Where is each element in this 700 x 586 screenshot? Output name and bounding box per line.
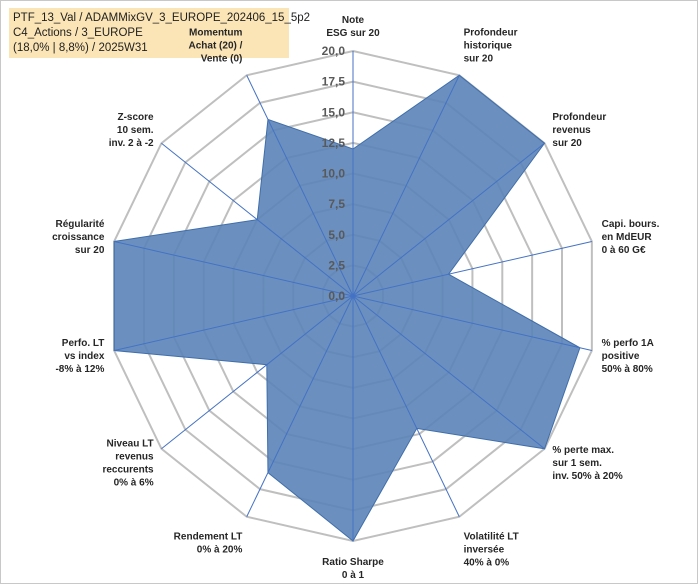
title-line-3: (18,0% | 8,8%) / 2025W31 [13,42,148,54]
category-label: sur 20 [552,138,582,149]
category-label: inv. 2 à -2 [109,138,154,149]
category-label: revenus [552,125,591,136]
tick-label: 0,0 [328,289,345,303]
category-label: Vente (0) [201,53,243,64]
tick-label: 20,0 [322,44,346,58]
category-label: 0 à 60 G€ [602,245,646,256]
tick-label: 15,0 [322,105,346,119]
category-label: 50% à 80% [602,364,653,375]
category-label: -8% à 12% [55,364,104,375]
axis-spoke [246,75,354,297]
category-label: Note [342,15,365,26]
axis-spoke [114,295,354,352]
category-label: Perfo. LT [62,338,105,349]
category-label: Profondeur [552,112,606,123]
title-line-2: C4_Actions / 3_EUROPE [13,27,143,39]
category-label: sur 20 [464,53,494,64]
category-label: Capi. bours. [602,219,660,230]
category-label: Momentum [189,27,242,38]
axis-spoke [352,142,545,297]
tick-label: 10,0 [322,167,346,181]
category-label: Régularité [55,219,104,230]
category-label: Achat (20) / [188,40,242,51]
chart-title-box: PTF_13_Val / ADAMMixGV_3_EUROPE_202406_1… [9,8,311,58]
tick-label: 5,0 [328,228,345,242]
category-label: revenus [115,452,154,463]
category-label: sur 20 [75,245,105,256]
category-label: Z-score [117,112,154,123]
tick-label: 2,5 [328,258,345,272]
category-label: inversée [464,545,505,556]
tick-label: 7,5 [328,197,345,211]
category-label: croissance [52,232,105,243]
axis-spoke [161,295,354,450]
title-line-1: PTF_13_Val / ADAMMixGV_3_EUROPE_202406_1… [13,12,311,24]
axis-spoke [352,295,592,352]
axis-spoke [352,295,460,517]
category-label: vs index [64,351,104,362]
category-label: ESG sur 20 [326,28,380,39]
category-label: en MdEUR [602,232,653,243]
category-label: 40% à 0% [464,558,510,569]
category-label: Volatilité LT [464,532,519,543]
category-label: Rendement LT [174,532,243,543]
category-label: reccurents [102,465,154,476]
axis-spoke [352,75,460,297]
axis-spoke [352,240,592,297]
category-label: 0% à 6% [114,478,154,489]
category-label: 0 à 1 [342,570,365,581]
tick-label: 12,5 [322,136,346,150]
axis-spoke [352,295,545,450]
category-label: % perte max. [552,445,614,456]
category-label: Profondeur [464,27,518,38]
axis-spoke [246,295,354,517]
axis-spoke [114,240,354,297]
category-label: 10 sem. [117,125,154,136]
category-label: inv. 50% à 20% [552,471,623,482]
category-label: % perfo 1A [602,338,654,349]
category-label: Ratio Sharpe [322,557,384,568]
category-label: sur 1 sem. [552,458,602,469]
category-label: Niveau LT [107,439,154,450]
tick-label: 17,5 [322,75,346,89]
category-label: 0% à 20% [197,545,243,556]
category-label: historique [464,40,513,51]
category-label: positive [602,351,640,362]
